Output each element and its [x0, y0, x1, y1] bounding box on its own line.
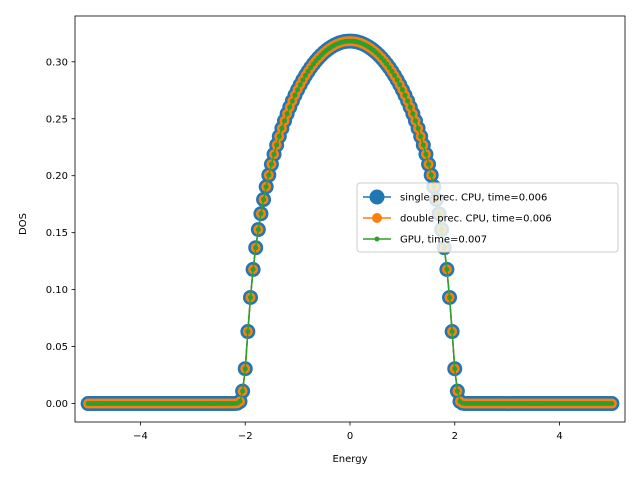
legend-label: double prec. CPU, time=0.006 [400, 214, 552, 225]
data-point [423, 151, 429, 157]
data-point [300, 77, 306, 83]
data-point [389, 68, 395, 74]
plot-area [80, 33, 620, 412]
y-axis-label: DOS [18, 213, 29, 235]
data-point [268, 161, 274, 167]
legend-label: single prec. CPU, time=0.006 [400, 193, 547, 204]
data-point [405, 98, 411, 104]
data-point [282, 118, 288, 124]
y-tick-label: 0.20 [46, 171, 68, 182]
data-point [447, 294, 453, 300]
data-point [245, 329, 251, 335]
data-point [271, 151, 277, 157]
legend-marker [369, 189, 385, 205]
legend-marker [372, 213, 382, 223]
data-point [402, 92, 408, 98]
x-tick-label: −4 [133, 431, 148, 442]
data-point [242, 366, 248, 372]
data-point [399, 87, 405, 93]
data-point [250, 266, 256, 272]
data-point [247, 294, 253, 300]
data-point [394, 77, 400, 83]
y-tick-label: 0.10 [46, 285, 68, 296]
x-tick-label: −2 [238, 431, 253, 442]
data-point [289, 98, 295, 104]
legend-item-1: single prec. CPU, time=0.006 [363, 189, 547, 205]
legend-label: GPU, time=0.007 [400, 235, 487, 246]
data-point [609, 401, 615, 407]
data-point [284, 111, 290, 117]
data-point [412, 118, 418, 124]
data-point [449, 329, 455, 335]
x-axis-label: Energy [332, 454, 367, 465]
data-point [297, 82, 303, 88]
data-point [444, 266, 450, 272]
y-tick-label: 0.15 [46, 228, 68, 239]
y-tick-label: 0.30 [46, 57, 68, 68]
data-point [384, 61, 390, 67]
data-point [279, 125, 285, 131]
legend-box [356, 182, 619, 253]
data-point [415, 125, 421, 131]
data-point [454, 388, 460, 394]
data-point [263, 184, 269, 190]
data-point [420, 142, 426, 148]
data-point [295, 87, 301, 93]
axes: −4 −2 0 2 4 0.00 0.05 0.10 0.15 0.20 0.25 0.30 [46, 15, 626, 442]
legend: single prec. CPU, time=0.006 double prec.… [356, 182, 619, 253]
data-point [274, 142, 280, 148]
data-point [386, 65, 392, 71]
data-point [407, 104, 413, 110]
data-point [287, 104, 293, 110]
data-point [258, 211, 264, 217]
x-tick-label: 4 [556, 431, 562, 442]
data-point [308, 65, 314, 71]
y-tick-label: 0.00 [46, 399, 68, 410]
x-tick-label: 2 [452, 431, 458, 442]
data-point [452, 366, 458, 372]
data-point [255, 227, 261, 233]
data-point [305, 68, 311, 74]
legend-item-3: GPU, time=0.007 [363, 235, 487, 246]
data-point [418, 133, 424, 139]
data-point [428, 172, 434, 178]
data-point [253, 245, 259, 251]
data-point [302, 73, 308, 79]
data-point [392, 73, 398, 79]
x-tick-label: 0 [347, 431, 353, 442]
data-point [261, 197, 267, 203]
data-point [426, 161, 432, 167]
data-point [237, 398, 243, 404]
data-point [276, 133, 282, 139]
y-tick-label: 0.05 [46, 342, 68, 353]
y-tick-label: 0.25 [46, 114, 68, 125]
legend-item-2: double prec. CPU, time=0.006 [363, 213, 552, 225]
data-point [240, 388, 246, 394]
series-3 [85, 38, 615, 407]
data-point [410, 111, 416, 117]
data-point [397, 82, 403, 88]
data-point [266, 172, 272, 178]
legend-marker [374, 236, 380, 242]
data-point [292, 92, 298, 98]
